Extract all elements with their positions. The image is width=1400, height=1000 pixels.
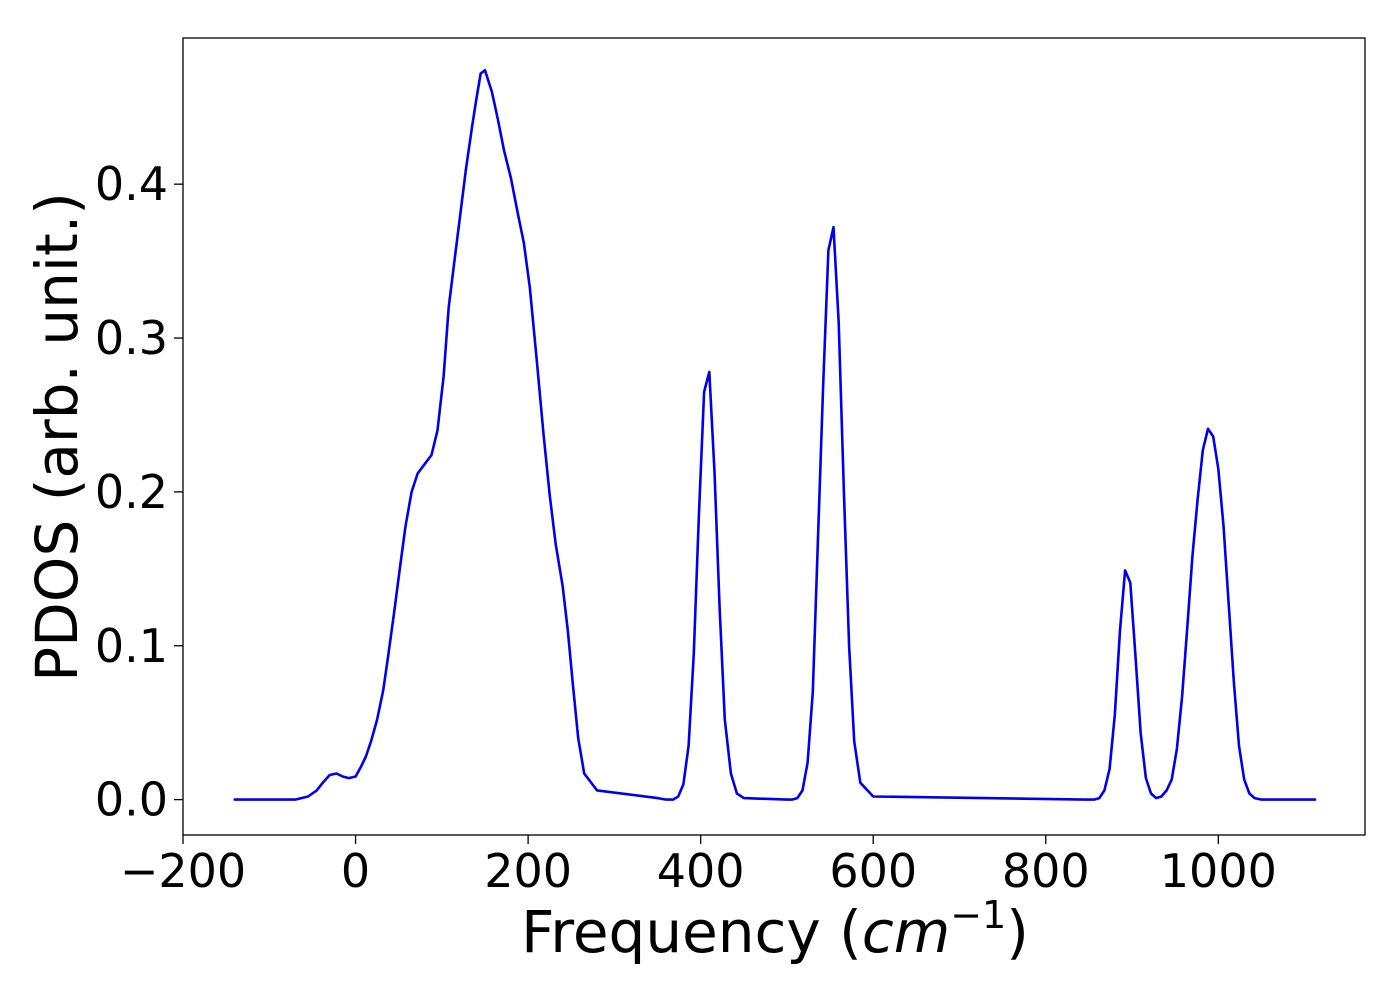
x-axis-ticks: −200 0 200 400 600 800 1000 — [120, 835, 1277, 898]
y-tick-label: 0.3 — [95, 311, 168, 365]
x-tick-label: −200 — [120, 844, 246, 898]
y-tick-label: 0.4 — [95, 157, 168, 211]
x-tick-label: 200 — [484, 844, 572, 898]
y-tick-label: 0.2 — [95, 465, 168, 519]
y-axis-label: PDOS (arb. unit.) — [23, 192, 91, 682]
y-tick-label: 0.0 — [95, 773, 168, 827]
x-tick-label: 0 — [341, 844, 370, 898]
x-tick-label: 600 — [829, 844, 917, 898]
y-tick-label: 0.1 — [95, 619, 168, 673]
x-tick-label: 800 — [1002, 844, 1090, 898]
x-tick-label: 400 — [657, 844, 745, 898]
y-axis-ticks: 0.0 0.1 0.2 0.3 0.4 — [95, 157, 183, 827]
x-axis-label: Frequency (cm−1) — [521, 893, 1029, 966]
plot-area — [182, 37, 1366, 836]
axes-frame — [182, 37, 1366, 836]
series-line-0 — [233, 69, 1317, 801]
x-tick-label: 1000 — [1160, 844, 1277, 898]
